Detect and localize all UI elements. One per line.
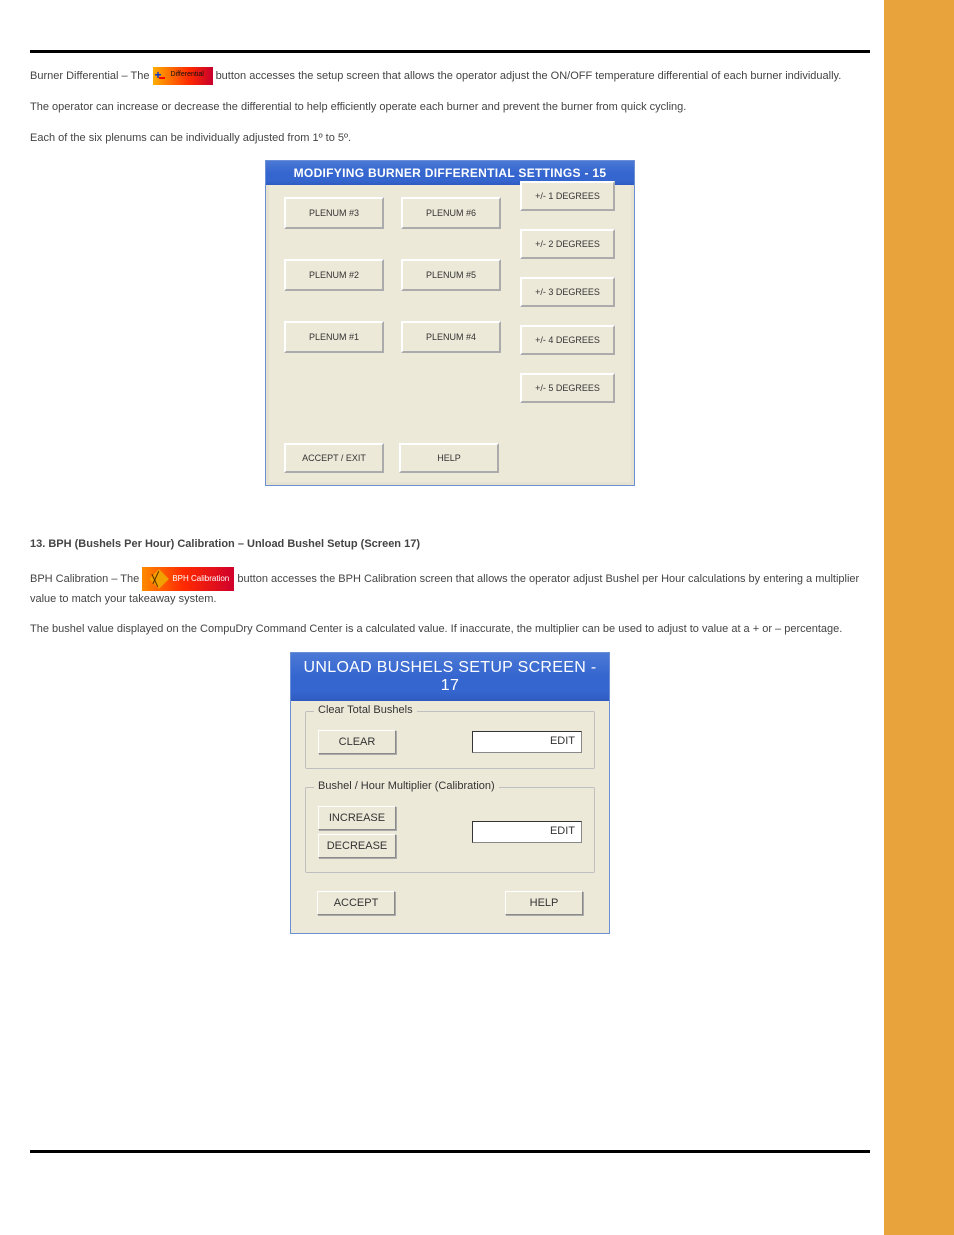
deg-3-button[interactable]: +/- 3 DEGREES bbox=[520, 277, 615, 307]
clear-button[interactable]: CLEAR bbox=[318, 730, 396, 754]
plenum-5-button[interactable]: PLENUM #5 bbox=[401, 259, 501, 291]
bottom-rule bbox=[30, 1150, 870, 1153]
section-2-num: 13. bbox=[30, 538, 45, 550]
clear-edit-field[interactable]: EDIT bbox=[472, 731, 582, 753]
section-2-title: BPH (Bushels Per Hour) Calibration – Unl… bbox=[48, 538, 420, 550]
plenum-1-button[interactable]: PLENUM #1 bbox=[284, 321, 384, 353]
bph-calibration-icon: BPH Calibration bbox=[142, 567, 234, 591]
section-2-header: 13. BPH (Bushels Per Hour) Calibration –… bbox=[30, 536, 870, 553]
unload-bushels-titlebar: UNLOAD BUSHELS SETUP SCREEN - 17 bbox=[291, 653, 609, 701]
burner-diff-window: MODIFYING BURNER DIFFERENTIAL SETTINGS -… bbox=[265, 160, 635, 486]
bph-p1-prefix: BPH Calibration – The bbox=[30, 572, 142, 584]
unload-bushels-window: UNLOAD BUSHELS SETUP SCREEN - 17 Clear T… bbox=[290, 652, 610, 934]
para-burner-diff-3: Each of the six plenums can be individua… bbox=[30, 130, 870, 147]
multiplier-edit-field[interactable]: EDIT bbox=[472, 821, 582, 843]
para1-suffix: button accesses the setup screen that al… bbox=[216, 70, 842, 82]
para-burner-diff-2: The operator can increase or decrease th… bbox=[30, 99, 870, 116]
bph-multiplier-legend: Bushel / Hour Multiplier (Calibration) bbox=[314, 780, 499, 792]
clear-total-bushels-group: Clear Total Bushels CLEAR EDIT bbox=[305, 711, 595, 769]
plenum-2-button[interactable]: PLENUM #2 bbox=[284, 259, 384, 291]
para1-prefix: Burner Differential – The bbox=[30, 70, 153, 82]
burner-diff-body: PLENUM #3 PLENUM #2 PLENUM #1 PLENUM #6 … bbox=[266, 185, 634, 485]
plenum-4-button[interactable]: PLENUM #4 bbox=[401, 321, 501, 353]
differential-icon: Differential bbox=[153, 67, 213, 85]
differential-icon-label: Differential bbox=[171, 70, 204, 81]
deg-5-button[interactable]: +/- 5 DEGREES bbox=[520, 373, 615, 403]
right-sidebar bbox=[884, 0, 954, 1235]
help-button-2[interactable]: HELP bbox=[505, 891, 583, 915]
accept-exit-button[interactable]: ACCEPT / EXIT bbox=[284, 443, 384, 473]
top-rule bbox=[30, 50, 870, 53]
para-burner-diff: Burner Differential – The Differential b… bbox=[30, 67, 870, 85]
deg-4-button[interactable]: +/- 4 DEGREES bbox=[520, 325, 615, 355]
plenum-6-button[interactable]: PLENUM #6 bbox=[401, 197, 501, 229]
clear-total-legend: Clear Total Bushels bbox=[314, 704, 417, 716]
help-button-1[interactable]: HELP bbox=[399, 443, 499, 473]
para-bph-2: The bushel value displayed on the CompuD… bbox=[30, 621, 870, 638]
decrease-button[interactable]: DECREASE bbox=[318, 834, 396, 858]
bph-multiplier-group: Bushel / Hour Multiplier (Calibration) I… bbox=[305, 787, 595, 873]
page-content: Burner Differential – The Differential b… bbox=[30, 50, 870, 952]
deg-2-button[interactable]: +/- 2 DEGREES bbox=[520, 229, 615, 259]
bph-icon-label: BPH Calibration bbox=[172, 573, 229, 585]
accept-button[interactable]: ACCEPT bbox=[317, 891, 395, 915]
unload-bushels-body: Clear Total Bushels CLEAR EDIT Bushel / … bbox=[291, 701, 609, 933]
deg-1-button[interactable]: +/- 1 DEGREES bbox=[520, 181, 615, 211]
increase-button[interactable]: INCREASE bbox=[318, 806, 396, 830]
bottom-area bbox=[30, 1150, 870, 1153]
para-bph-1: BPH Calibration – The BPH Calibration bu… bbox=[30, 567, 870, 608]
plenum-3-button[interactable]: PLENUM #3 bbox=[284, 197, 384, 229]
